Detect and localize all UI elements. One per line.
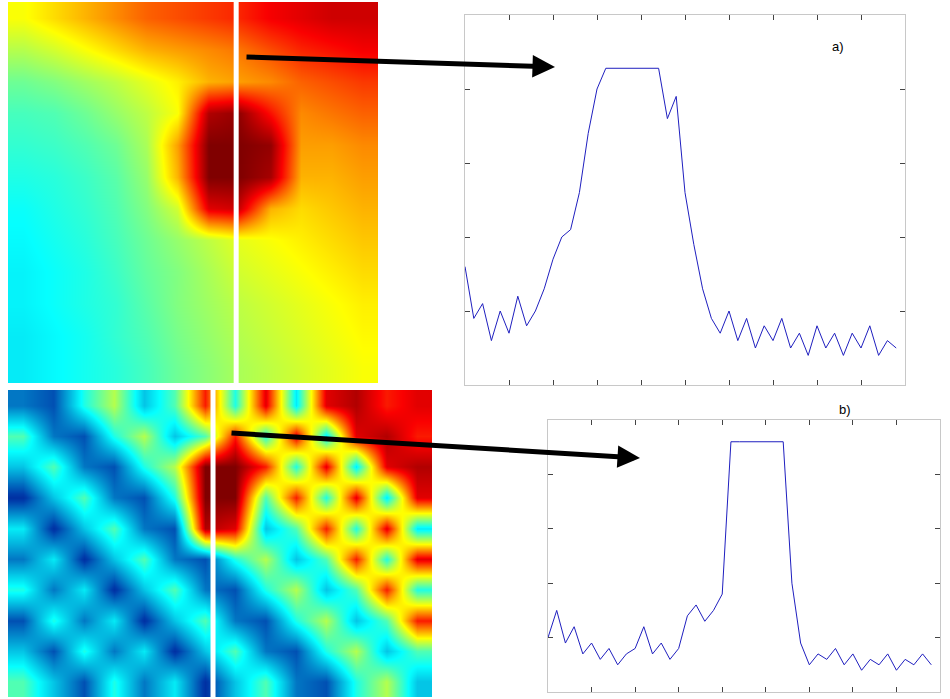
svg-text:b): b) bbox=[839, 402, 851, 417]
svg-text:a): a) bbox=[832, 39, 844, 54]
